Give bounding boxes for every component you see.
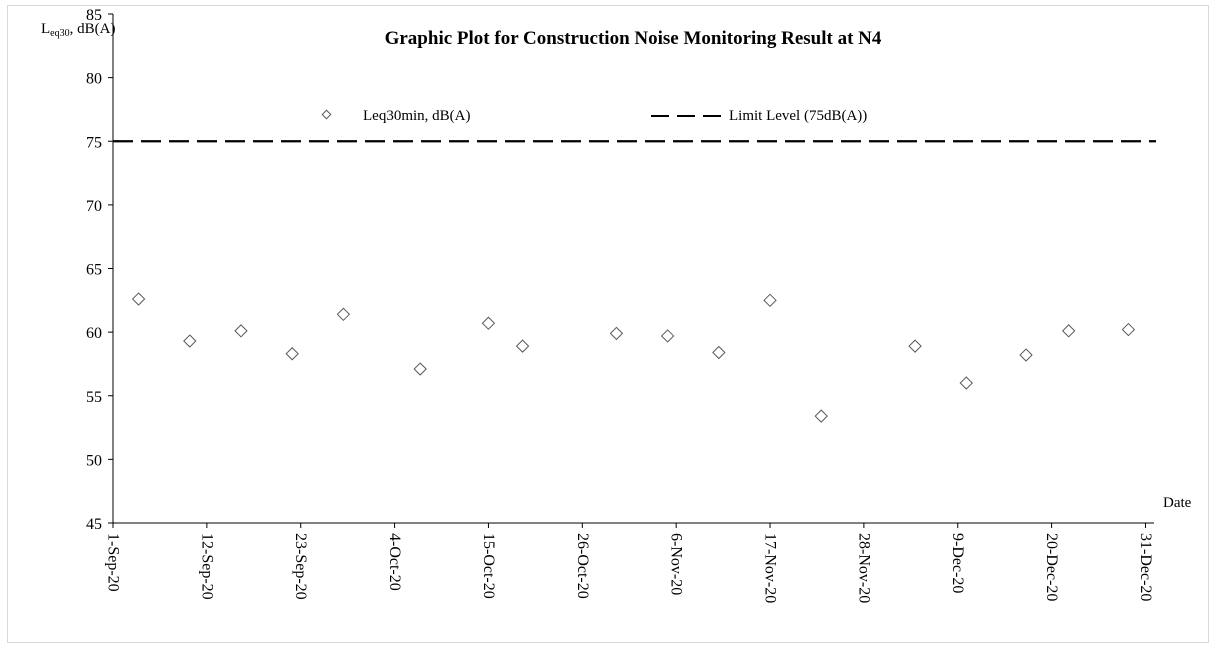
x-tick-label: 31-Dec-20 (1137, 533, 1154, 601)
x-tick-label: 20-Dec-20 (1043, 533, 1060, 601)
legend: Leq30min, dB(A) Limit Level (75dB(A)) (321, 108, 867, 124)
data-point (1121, 322, 1136, 337)
y-tick-label: 75 (86, 134, 102, 151)
x-tick-label: 1-Sep-20 (105, 533, 122, 592)
y-tick-label: 65 (86, 262, 102, 279)
x-tick-label: 9-Dec-20 (949, 533, 966, 593)
legend-label-leq: Leq30min, dB(A) (363, 108, 470, 124)
chart-frame: Graphic Plot for Construction Noise Moni… (7, 5, 1209, 643)
data-point (712, 345, 726, 360)
data-point (1019, 348, 1033, 362)
x-tick-label: 23-Sep-20 (292, 533, 309, 600)
x-ticks: 1-Sep-20 12-Sep-20 23-Sep-20 4-Oct-20 15-Oct… (105, 523, 1154, 603)
y-tick-label: 80 (86, 71, 102, 88)
data-point (515, 339, 530, 353)
y-ticks: 45 50 55 60 65 70 75 80 85 (86, 7, 113, 533)
y-tick-label: 50 (86, 452, 102, 469)
chart-title: Graphic Plot for Construction Noise Moni… (385, 28, 882, 49)
x-tick-label: 26-Oct-20 (574, 533, 591, 599)
legend-diamond-marker (321, 109, 332, 120)
y-tick-label: 45 (86, 516, 102, 533)
noise-chart: Graphic Plot for Construction Noise Moni… (41, 7, 1192, 603)
x-tick-label: 28-Nov-20 (855, 533, 872, 603)
data-point (1061, 324, 1076, 338)
x-tick-label: 15-Oct-20 (480, 533, 497, 599)
data-point (763, 293, 777, 308)
data-point (660, 329, 675, 343)
y-tick-label: 85 (86, 7, 102, 24)
y-axis-label-rest: , dB(A) (70, 21, 116, 37)
y-axis-label-main: L (41, 21, 50, 37)
data-point (959, 376, 973, 390)
y-tick-label: 70 (86, 198, 102, 215)
data-point (609, 326, 624, 341)
data-point (234, 324, 248, 338)
x-tick-label: 12-Sep-20 (198, 533, 215, 600)
x-axis-label: Date (1163, 495, 1192, 511)
y-tick-label: 60 (86, 325, 102, 342)
y-axis-label: Leq30, dB(A) (41, 21, 115, 39)
x-tick-label: 17-Nov-20 (762, 533, 779, 603)
y-axis-label-sub: eq30 (50, 28, 69, 39)
data-point (131, 292, 146, 306)
y-tick-label: 55 (86, 389, 102, 406)
data-point (481, 316, 496, 330)
data-point (908, 339, 922, 353)
data-point (814, 409, 828, 423)
x-tick-label: 6-Nov-20 (668, 533, 685, 595)
legend-label-limit: Limit Level (75dB(A)) (729, 108, 867, 124)
data-point (413, 362, 427, 376)
data-points (131, 292, 1136, 423)
data-point (285, 347, 299, 361)
data-point (336, 307, 351, 322)
data-point (183, 334, 197, 348)
x-tick-label: 4-Oct-20 (386, 533, 403, 591)
